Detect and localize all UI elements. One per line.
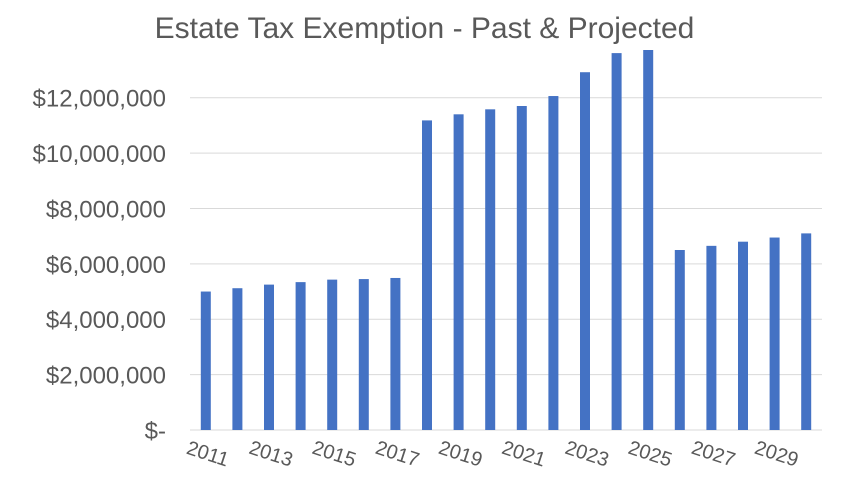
x-tick-label: 2025 bbox=[625, 437, 674, 472]
x-tick-label: 2029 bbox=[752, 437, 801, 472]
x-tick-label: 2013 bbox=[246, 437, 295, 472]
bar-2011 bbox=[200, 291, 211, 430]
gridlines bbox=[190, 97, 822, 376]
y-tick-labels: $- $2,000,000 $4,000,000 $6,000,000 $8,000,0… bbox=[33, 86, 166, 445]
bar-2013 bbox=[264, 284, 274, 430]
y-tick-label: $4,000,000 bbox=[46, 307, 166, 334]
bar-2030 bbox=[801, 233, 812, 430]
bars bbox=[200, 50, 812, 431]
bar-2026 bbox=[674, 250, 685, 430]
bar-2017 bbox=[390, 277, 401, 430]
x-tick-label: 2019 bbox=[436, 437, 485, 472]
y-tick-label: $12,000,000 bbox=[33, 86, 166, 113]
bar-2019 bbox=[453, 114, 464, 431]
bar-2029 bbox=[769, 237, 780, 430]
bar-2027 bbox=[706, 245, 717, 430]
x-tick-label: 2011 bbox=[184, 437, 232, 471]
bar-2012 bbox=[232, 288, 243, 430]
y-tick-label: $6,000,000 bbox=[46, 252, 166, 279]
x-tick-label: 2027 bbox=[689, 437, 738, 472]
bar-2023 bbox=[580, 72, 590, 430]
x-tick-labels: 2011 2013 2015 2017 2019 2021 2023 2025 2027 2029 bbox=[184, 437, 801, 472]
bar-2020 bbox=[485, 109, 496, 431]
bar-2018 bbox=[422, 120, 432, 431]
bar-2016 bbox=[358, 279, 369, 430]
chart-title: Estate Tax Exemption - Past & Projected bbox=[154, 12, 695, 45]
bar-2021 bbox=[516, 106, 527, 430]
x-tick-label: 2017 bbox=[373, 437, 422, 472]
y-tick-label: $- bbox=[145, 418, 166, 445]
y-tick-label: $10,000,000 bbox=[33, 141, 166, 168]
x-tick-label: 2021 bbox=[499, 437, 548, 472]
x-tick-label: 2023 bbox=[562, 437, 611, 472]
bar-2028 bbox=[738, 241, 748, 430]
x-tick-label: 2015 bbox=[309, 437, 358, 472]
y-tick-label: $2,000,000 bbox=[46, 363, 166, 390]
bar-2022 bbox=[548, 96, 559, 431]
bar-2014 bbox=[295, 282, 306, 430]
bar-2025 bbox=[643, 50, 654, 430]
bar-2024 bbox=[611, 53, 622, 430]
bar-2015 bbox=[327, 279, 338, 430]
y-tick-label: $8,000,000 bbox=[46, 196, 166, 223]
